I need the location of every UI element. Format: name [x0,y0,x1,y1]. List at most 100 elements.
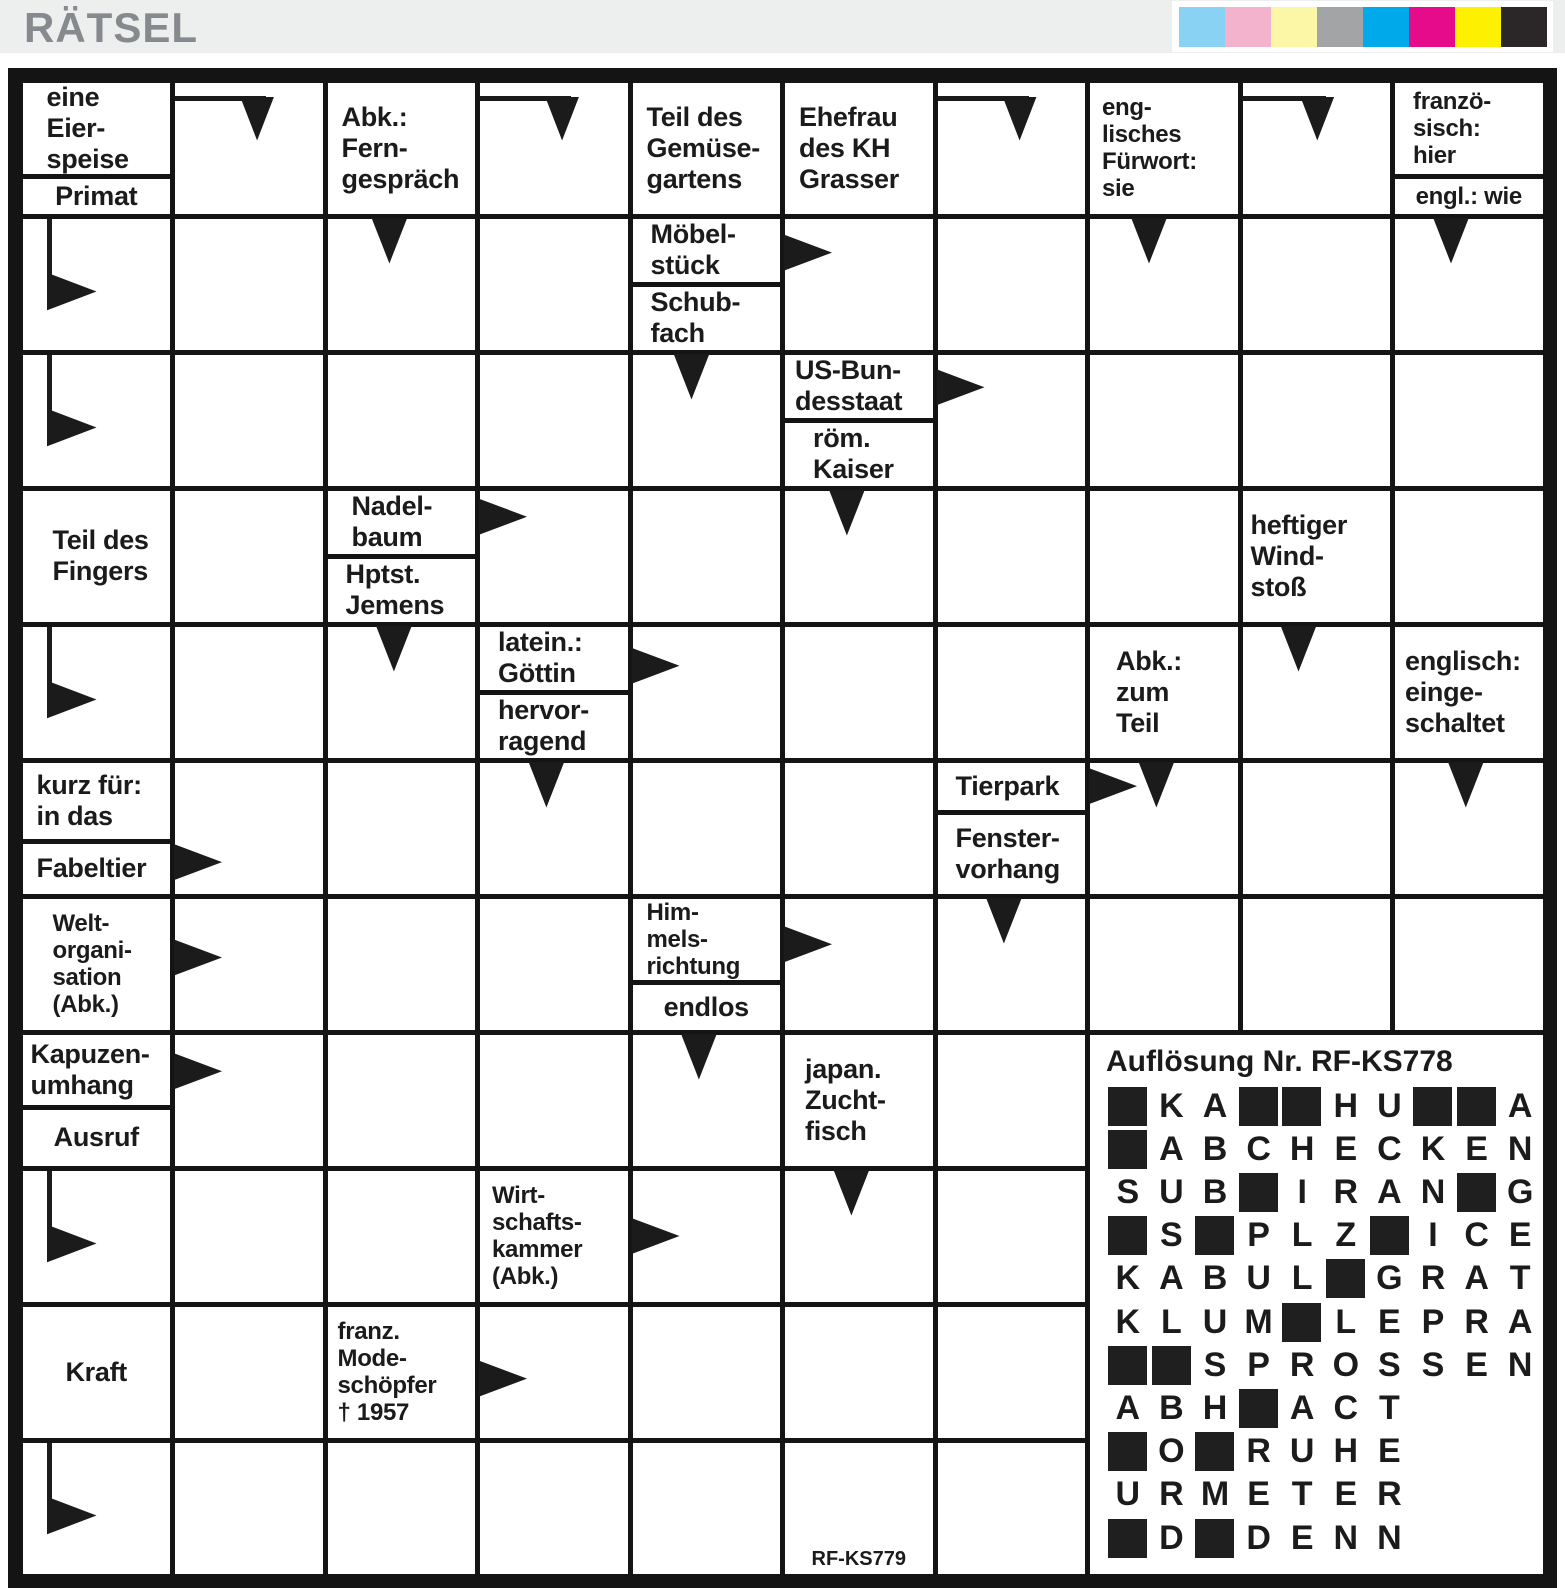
answer-cell[interactable] [785,626,933,758]
answer-cell[interactable] [631,626,780,758]
answer-cell[interactable] [22,1170,170,1302]
answer-cell[interactable] [22,626,170,758]
answer-cell[interactable] [632,1033,780,1166]
answer-cell[interactable] [632,1442,780,1574]
answer-cell[interactable] [480,898,628,1030]
answer-cell[interactable] [937,1034,1085,1166]
answer-cell[interactable] [784,218,933,350]
answer-cell[interactable] [22,1442,170,1574]
solution-letter: H [1333,1432,1359,1471]
answer-cell[interactable] [937,1170,1085,1302]
answer-cell[interactable] [785,1169,933,1302]
solution-letter: E [1247,1475,1270,1514]
answer-cell[interactable] [175,354,323,486]
answer-cell[interactable] [175,218,323,350]
solution-block [1108,1086,1147,1126]
answer-cell[interactable] [1242,625,1390,758]
answer-cell[interactable] [937,1442,1085,1574]
solution-letter: E [1508,1216,1532,1255]
answer-cell[interactable] [785,1306,933,1438]
answer-cell[interactable] [480,761,628,894]
answer-cell[interactable] [937,82,1085,214]
answer-cell[interactable] [937,897,1085,1030]
right-arrow-icon [174,1053,222,1090]
answer-cell[interactable] [479,490,628,622]
answer-cell[interactable] [327,1034,475,1166]
answer-cell[interactable] [480,354,628,486]
answer-cell[interactable] [632,762,780,894]
clue-text: engl.: wie [1415,182,1523,210]
answer-cell[interactable] [631,1170,780,1302]
answer-cell[interactable] [937,1306,1085,1438]
solution-letter: R [1377,1475,1402,1514]
clue-cell: Wirt- schafts- kammer (Abk.) [480,1170,628,1302]
answer-cell[interactable] [937,218,1085,350]
answer-cell[interactable] [1242,354,1390,486]
answer-cell[interactable] [174,762,323,894]
answer-cell[interactable] [175,1442,323,1574]
answer-cell[interactable] [1242,898,1390,1030]
answer-cell[interactable] [1395,354,1543,486]
answer-cell[interactable] [1242,82,1390,214]
answer-cell[interactable] [1090,217,1238,350]
solution-block [1326,1259,1365,1299]
solution-letter: A [1289,1388,1315,1427]
clue-text: Fabeltier [36,853,147,884]
answer-cell[interactable] [1242,762,1390,894]
right-arrow-icon [174,844,222,881]
answer-cell[interactable] [327,217,475,350]
answer-cell[interactable] [1395,761,1543,894]
answer-cell[interactable] [632,353,780,486]
clue-text: endlos [663,991,750,1022]
answer-cell[interactable] [1089,761,1238,894]
solution-block [1195,1518,1235,1558]
answer-cell[interactable] [327,354,475,486]
answer-cell[interactable] [936,354,1085,486]
flag-arrow-line [46,1442,52,1531]
answer-cell[interactable] [632,1306,780,1438]
answer-cell[interactable]: RF-KS779 [785,1442,933,1574]
answer-cell[interactable] [175,626,323,758]
clue-text: japan. Zucht- fisch [805,1053,886,1146]
clue-text: eng- lisches Fürwort: sie [1102,94,1197,202]
clue-cell: japan. Zucht- fisch [785,1034,933,1166]
answer-cell[interactable] [327,898,475,1030]
answer-cell[interactable] [22,354,170,486]
solution-block [1108,1432,1147,1472]
answer-cell[interactable] [327,1442,475,1574]
answer-cell[interactable] [22,218,170,350]
answer-cell[interactable] [480,82,628,214]
answer-cell[interactable] [784,898,933,1030]
answer-cell[interactable] [1090,898,1238,1030]
clue-divider [480,689,628,695]
answer-cell[interactable] [632,490,780,622]
answer-cell[interactable] [327,1170,475,1302]
answer-cell[interactable] [1395,898,1543,1030]
answer-cell[interactable] [175,490,323,622]
answer-cell[interactable] [480,1034,628,1166]
answer-cell[interactable] [480,218,628,350]
color-swatch-3 [1270,6,1317,47]
clue-text: Abk.: zum Teil [1116,645,1183,738]
answer-cell[interactable] [479,1306,628,1438]
answer-cell[interactable] [175,1170,323,1302]
answer-cell[interactable] [1395,490,1543,622]
solution-letter: H [1289,1129,1315,1168]
answer-cell[interactable] [175,82,323,214]
answer-cell[interactable] [1090,354,1238,486]
answer-cell[interactable] [937,626,1085,758]
solution-block [1108,1216,1147,1256]
answer-cell[interactable] [1395,217,1543,350]
answer-cell[interactable] [1090,490,1238,622]
answer-cell[interactable] [480,1442,628,1574]
answer-cell[interactable] [1242,218,1390,350]
answer-cell[interactable] [785,762,933,894]
answer-cell[interactable] [174,1034,323,1166]
answer-cell[interactable] [327,762,475,894]
answer-cell[interactable] [785,489,933,622]
answer-cell[interactable] [327,625,475,758]
answer-cell[interactable] [174,898,323,1030]
answer-cell[interactable] [175,1306,323,1438]
solution-letter: Z [1335,1216,1357,1255]
answer-cell[interactable] [937,490,1085,622]
